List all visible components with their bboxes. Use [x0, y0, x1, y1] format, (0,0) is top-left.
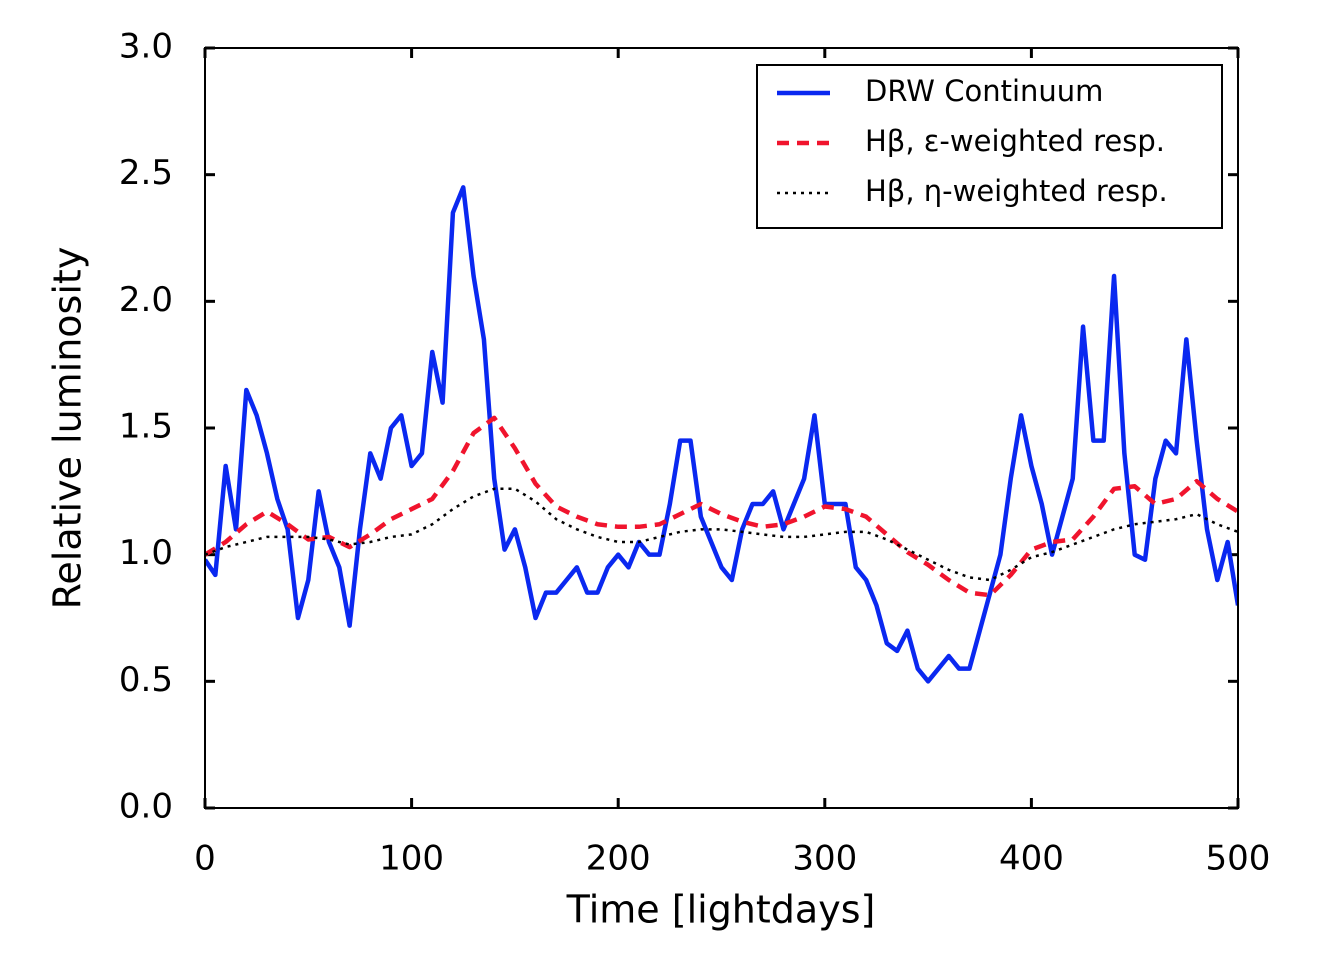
- series-line: [205, 415, 1238, 598]
- legend-label: Hβ, ε-weighted resp.: [865, 124, 1165, 158]
- legend-label: DRW Continuum: [865, 74, 1103, 108]
- plot-frame: [204, 47, 1239, 809]
- x-tick-label: 500: [1206, 839, 1271, 879]
- x-tick-label: 0: [194, 839, 216, 879]
- legend-label: Hβ, η-weighted resp.: [865, 174, 1168, 208]
- y-tick-label: 1.5: [119, 407, 173, 447]
- y-tick-label: 2.5: [119, 153, 173, 193]
- y-tick-label: 0.0: [119, 787, 173, 827]
- y-axis-label: Relative luminosity: [46, 247, 90, 610]
- y-tick-label: 0.5: [119, 660, 173, 700]
- x-tick-label: 100: [379, 839, 444, 879]
- y-tick-label: 1.0: [119, 533, 173, 573]
- x-tick-label: 200: [586, 839, 651, 879]
- legend-box: [756, 64, 1223, 229]
- x-axis-label: Time [lightdays]: [566, 888, 876, 932]
- y-tick-label: 2.0: [119, 280, 173, 320]
- x-tick-label: 300: [792, 839, 857, 879]
- x-tick-label: 400: [999, 839, 1064, 879]
- y-tick-label: 3.0: [119, 27, 173, 67]
- series-line: [205, 185, 1238, 684]
